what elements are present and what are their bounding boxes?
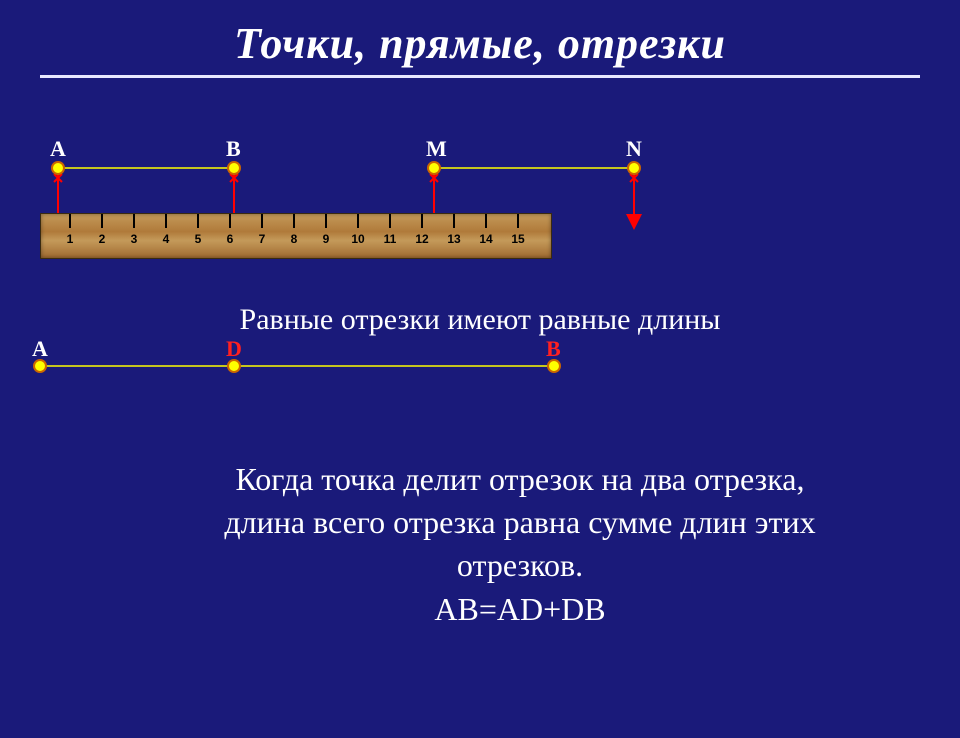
point-label-A: A xyxy=(50,136,66,162)
theorem-line1: Когда точка делит отрезок на два отрезка… xyxy=(40,458,960,501)
theorem-line3: отрезков. xyxy=(40,544,960,587)
ruler: 123456789101112131415 xyxy=(40,213,552,259)
point-label-D-2: D xyxy=(226,336,242,362)
middle-segment-svg xyxy=(0,326,960,406)
point-label-B: B xyxy=(226,136,241,162)
theorem-formula: АВ=АD+DB xyxy=(40,588,960,631)
point-label-N: N xyxy=(626,136,642,162)
point-label-A-2: A xyxy=(32,336,48,362)
point-label-B-2: B xyxy=(546,336,561,362)
theorem-text: Когда точка делит отрезок на два отрезка… xyxy=(0,458,960,631)
point-label-M: M xyxy=(426,136,447,162)
theorem-line2: длина всего отрезка равна сумме длин эти… xyxy=(40,501,960,544)
